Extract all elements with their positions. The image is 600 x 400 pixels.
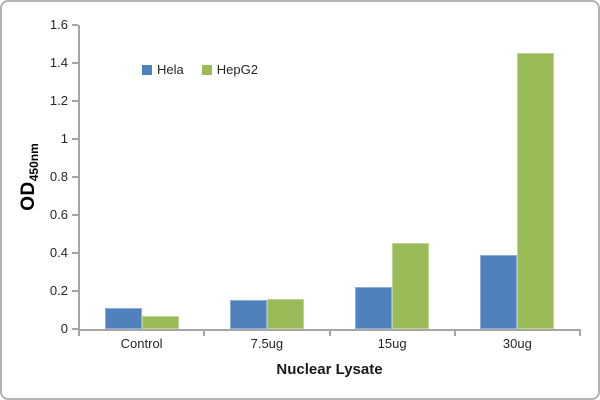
y-tick-mark bbox=[72, 138, 78, 140]
y-tick-mark bbox=[72, 176, 78, 178]
legend: Hela HepG2 bbox=[142, 62, 258, 77]
legend-label-hela: Hela bbox=[157, 62, 184, 77]
y-tick-mark bbox=[72, 100, 78, 102]
y-tick-mark bbox=[72, 62, 78, 64]
bar-hela-control bbox=[104, 308, 142, 329]
y-axis-line bbox=[78, 25, 80, 329]
y-tick-label: 1.2 bbox=[49, 93, 68, 108]
y-tick-mark bbox=[72, 214, 78, 216]
legend-swatch-hela bbox=[142, 64, 152, 75]
bar-hepg2-15ug bbox=[392, 243, 430, 329]
y-tick-label: 0 bbox=[60, 321, 68, 336]
bar-hela-7.5ug bbox=[229, 300, 267, 329]
category-label: 30ug bbox=[502, 336, 532, 351]
y-tick-label: 1 bbox=[60, 131, 68, 146]
legend-swatch-hepg2 bbox=[201, 64, 212, 75]
y-tick-label: 1.4 bbox=[49, 55, 68, 70]
y-tick-mark bbox=[72, 328, 78, 330]
y-tick-label: 0.4 bbox=[49, 245, 68, 260]
bar-hepg2-control bbox=[141, 316, 179, 329]
bar-hepg2-30ug bbox=[517, 53, 555, 329]
x-tick-mark bbox=[328, 329, 331, 336]
x-tick-mark bbox=[78, 329, 80, 336]
bar-hela-15ug bbox=[355, 287, 393, 329]
y-tick-label: 1.6 bbox=[49, 17, 68, 32]
x-tick-mark bbox=[453, 329, 456, 336]
y-tick-mark bbox=[72, 24, 78, 26]
category-label: 7.5ug bbox=[250, 336, 284, 351]
y-tick-label: 0.2 bbox=[49, 283, 68, 298]
category-label: Control bbox=[120, 336, 163, 351]
category-label: 15ug bbox=[377, 336, 407, 351]
x-tick-mark bbox=[579, 329, 581, 336]
y-tick-mark bbox=[72, 290, 78, 292]
x-tick-mark bbox=[203, 329, 206, 336]
y-tick-mark bbox=[72, 252, 78, 254]
bar-hepg2-7.5ug bbox=[266, 299, 304, 329]
bar-hela-30ug bbox=[480, 255, 518, 329]
y-tick-label: 0.8 bbox=[49, 169, 68, 184]
legend-item-hepg2: HepG2 bbox=[201, 62, 258, 77]
legend-label-hepg2: HepG2 bbox=[216, 62, 258, 77]
y-tick-label: 0.6 bbox=[49, 207, 68, 222]
x-axis-title: Nuclear Lysate bbox=[276, 361, 383, 378]
legend-item-hela: Hela bbox=[142, 62, 184, 77]
